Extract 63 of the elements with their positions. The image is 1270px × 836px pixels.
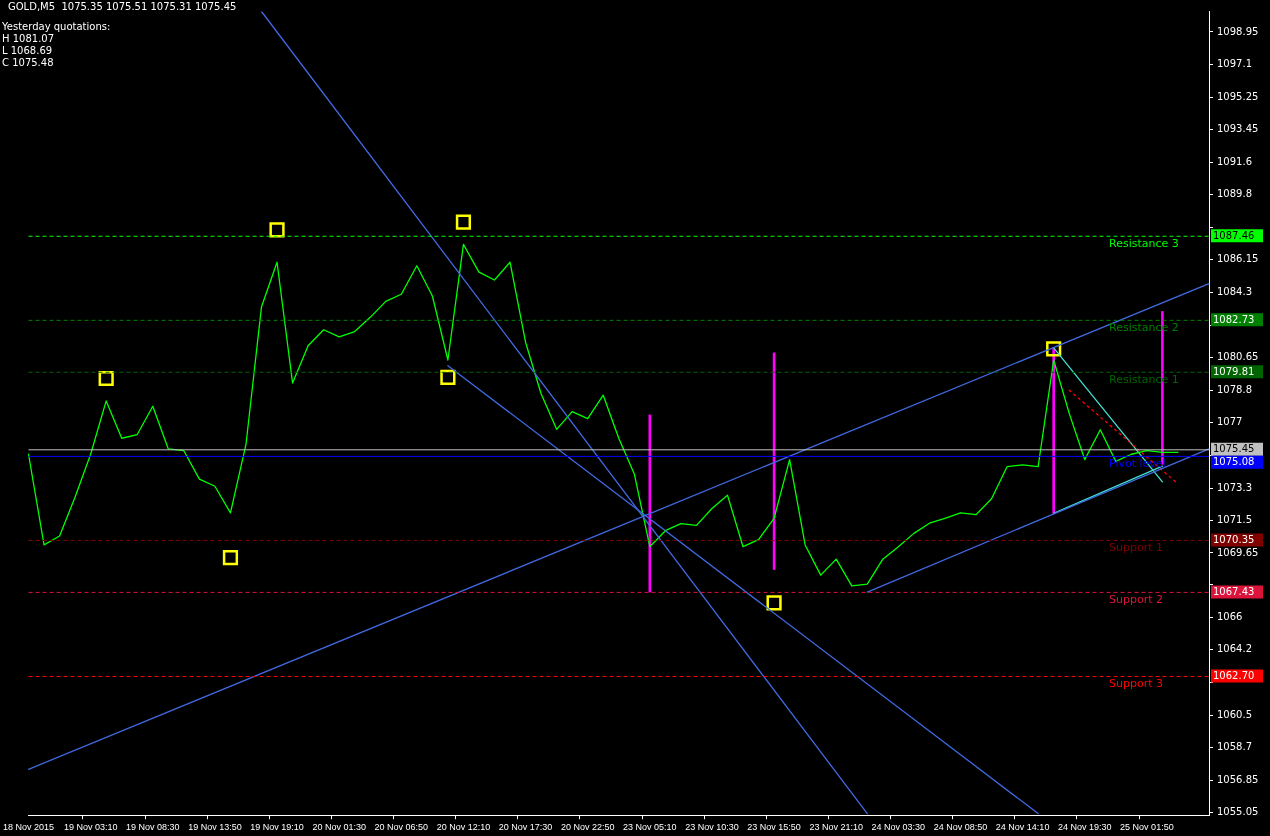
x-tick-label: 23 Nov 21:10 — [809, 822, 863, 833]
x-tick-label: 24 Nov 14:10 — [995, 822, 1050, 833]
x-tick-label: 23 Nov 15:50 — [747, 822, 801, 833]
ref-line-label: Support 1 — [1109, 540, 1163, 554]
y-tick-label: 1064.2 — [1217, 643, 1252, 655]
x-tick-label: 24 Nov 19:30 — [1057, 822, 1112, 833]
point — [455, 214, 472, 230]
y-tick-label: 1089.8 — [1217, 188, 1252, 200]
x-tick-label: 25 Nov 01:50 — [1120, 822, 1174, 833]
text: 1082.73 — [1213, 313, 1255, 325]
bar — [648, 414, 652, 593]
y-tick-label: 1066 — [1217, 611, 1243, 623]
x-tick-label: 19 Nov 13:50 — [188, 822, 242, 833]
y-tick-label: 1078.8 — [1217, 383, 1252, 395]
point — [222, 549, 239, 566]
x-tick-label: 19 Nov 19:10 — [250, 822, 304, 833]
text: 1079.81 — [1213, 365, 1255, 377]
x-tick-label: 20 Nov 12:10 — [436, 822, 491, 833]
y-tick-label: 1084.3 — [1217, 286, 1252, 298]
x-tick-label: 19 Nov 03:10 — [63, 822, 118, 833]
x-tick-label: 23 Nov 05:10 — [623, 822, 677, 833]
y-tick-label: 1095.25 — [1217, 91, 1259, 103]
y-tick-label: 1069.65 — [1217, 546, 1259, 558]
annotation: H 1081.07 — [2, 32, 55, 44]
ref-line-label: Support 3 — [1109, 676, 1163, 690]
text: 1067.43 — [1213, 586, 1255, 597]
y-tick-label: 1077 — [1217, 415, 1243, 427]
x-tick-label: 23 Nov 10:30 — [685, 822, 739, 833]
annotation: C 1075.48 — [2, 56, 54, 68]
y-tick-label: 1080.65 — [1217, 350, 1259, 362]
y-tick-label: 1093.45 — [1217, 123, 1259, 135]
point — [766, 595, 782, 611]
annotation: L 1068.69 — [2, 44, 53, 56]
y-tick-label: 1071.5 — [1217, 513, 1252, 525]
x-tick-label: 20 Nov 22:50 — [560, 822, 615, 833]
x-tick-label: 20 Nov 17:30 — [498, 822, 553, 833]
point — [440, 369, 456, 386]
y-tick-label: 1098.95 — [1217, 25, 1259, 37]
bar — [1052, 347, 1055, 514]
annotation: Yesterday quotations: — [1, 20, 111, 32]
y-tick-label: 1055.05 — [1217, 806, 1259, 818]
point — [1046, 341, 1062, 357]
y-tick-label: 1073.3 — [1217, 481, 1252, 493]
text: 1075.08 — [1213, 456, 1255, 468]
y-tick-label: 1097.1 — [1217, 58, 1252, 70]
ref-line-label: Resistance 3 — [1109, 236, 1179, 250]
x-tick-label: 20 Nov 01:30 — [312, 822, 366, 833]
y-tick-label: 1091.6 — [1217, 156, 1252, 168]
ref-line-label: Support 2 — [1109, 592, 1163, 606]
text: 1062.70 — [1213, 670, 1255, 682]
x-tick-label: 24 Nov 03:30 — [871, 822, 926, 833]
text: 1075.45 — [1213, 443, 1255, 455]
x-tick-label: 20 Nov 06:50 — [374, 822, 429, 833]
y-tick-label: 1056.85 — [1217, 774, 1259, 786]
chart-title: GOLD,M5 1075.35 1075.51 1075.31 1075.45 — [8, 0, 237, 12]
x-tick-label: 19 Nov 08:30 — [126, 822, 180, 833]
y-tick-label: 1086.15 — [1217, 253, 1259, 265]
x-tick-label: 18 Nov 2015 — [3, 822, 55, 833]
text: 1070.35 — [1213, 534, 1255, 546]
text: 1087.46 — [1213, 229, 1255, 241]
x-tick-label: 24 Nov 08:50 — [933, 822, 988, 833]
y-tick-label: 1060.5 — [1217, 709, 1252, 721]
y-tick-label: 1058.7 — [1217, 741, 1252, 753]
